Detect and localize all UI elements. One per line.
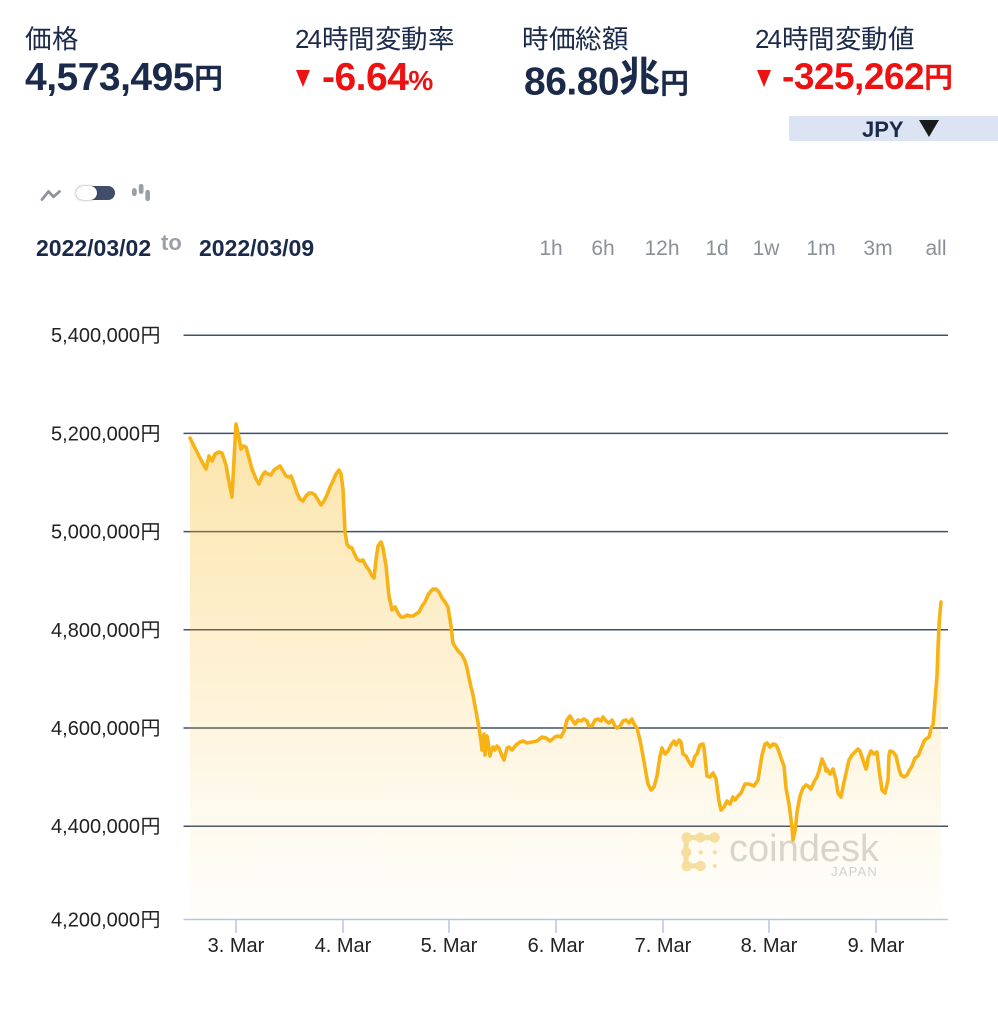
svg-text:3. Mar: 3. Mar — [208, 935, 265, 957]
svg-text:5. Mar: 5. Mar — [421, 935, 478, 957]
svg-text:7. Mar: 7. Mar — [635, 935, 692, 957]
svg-text:4,400,000: 4,400,000 — [51, 816, 140, 838]
svg-text:5,200,000: 5,200,000 — [51, 423, 140, 445]
svg-text:4,600,000: 4,600,000 — [51, 718, 140, 740]
svg-text:5,400,000: 5,400,000 — [51, 325, 140, 347]
svg-text:9. Mar: 9. Mar — [848, 935, 905, 957]
svg-text:6. Mar: 6. Mar — [528, 935, 585, 957]
svg-text:4,200,000: 4,200,000 — [51, 910, 140, 932]
svg-text:8. Mar: 8. Mar — [741, 935, 798, 957]
svg-text:5,000,000: 5,000,000 — [51, 522, 140, 544]
svg-text:4,800,000: 4,800,000 — [51, 620, 140, 642]
svg-text:4. Mar: 4. Mar — [315, 935, 372, 957]
